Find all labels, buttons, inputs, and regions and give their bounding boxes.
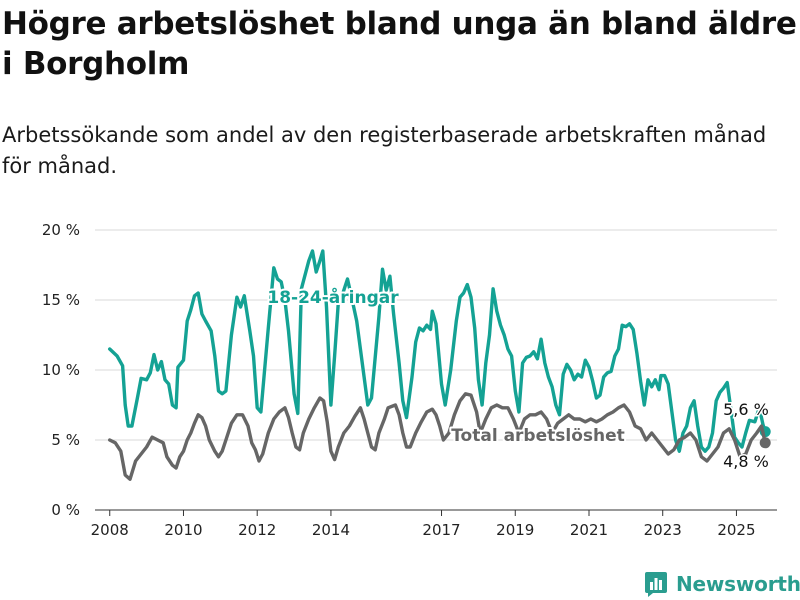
- x-tick-label: 2012: [238, 521, 276, 539]
- y-tick-label: 20 %: [42, 221, 80, 239]
- y-tick-label: 10 %: [42, 361, 80, 379]
- x-tick-label: 2019: [496, 521, 534, 539]
- end-label-total: 4,8 %: [723, 452, 769, 471]
- x-tick-label: 2010: [164, 521, 202, 539]
- series-label-total: Total arbetslöshet: [451, 426, 625, 446]
- y-axis-ticks: 0 % 5 % 10 % 15 % 20 %: [42, 221, 80, 519]
- x-tick-label: 2017: [422, 521, 460, 539]
- y-tick-label: 5 %: [51, 431, 80, 449]
- y-tick-label: 15 %: [42, 291, 80, 309]
- chart-subtitle: Arbetssökande som andel av den registerb…: [2, 123, 767, 178]
- x-tick-label: 2025: [717, 521, 755, 539]
- bar-chart-icon: [645, 572, 667, 597]
- chart-title: Högre arbetslöshet bland unga än bland ä…: [2, 6, 797, 82]
- x-axis-ticks: 2008 2010 2012 2014 2017 2019 2021 2023 2025: [91, 510, 756, 539]
- y-tick-label: 0 %: [51, 501, 80, 519]
- newsworthy-logo[interactable]: Newsworthy: [644, 569, 800, 599]
- series-label-18-24: 18-24-åringar: [267, 286, 399, 308]
- series-lines: [108, 249, 771, 481]
- x-tick-label: 2021: [570, 521, 608, 539]
- series-line-18-24: [108, 249, 767, 453]
- grid-lines: [95, 229, 777, 511]
- annotations: 18-24-åringar Total arbetslöshet 5,6 % 4,8 …: [265, 284, 770, 473]
- x-tick-label: 2008: [91, 521, 129, 539]
- brand-name: Newsworthy: [676, 572, 800, 596]
- end-point-total: [759, 437, 771, 449]
- x-tick-label: 2023: [644, 521, 682, 539]
- x-tick-label: 2014: [312, 521, 350, 539]
- series-line-total: [108, 392, 767, 481]
- end-label-18-24: 5,6 %: [723, 400, 769, 419]
